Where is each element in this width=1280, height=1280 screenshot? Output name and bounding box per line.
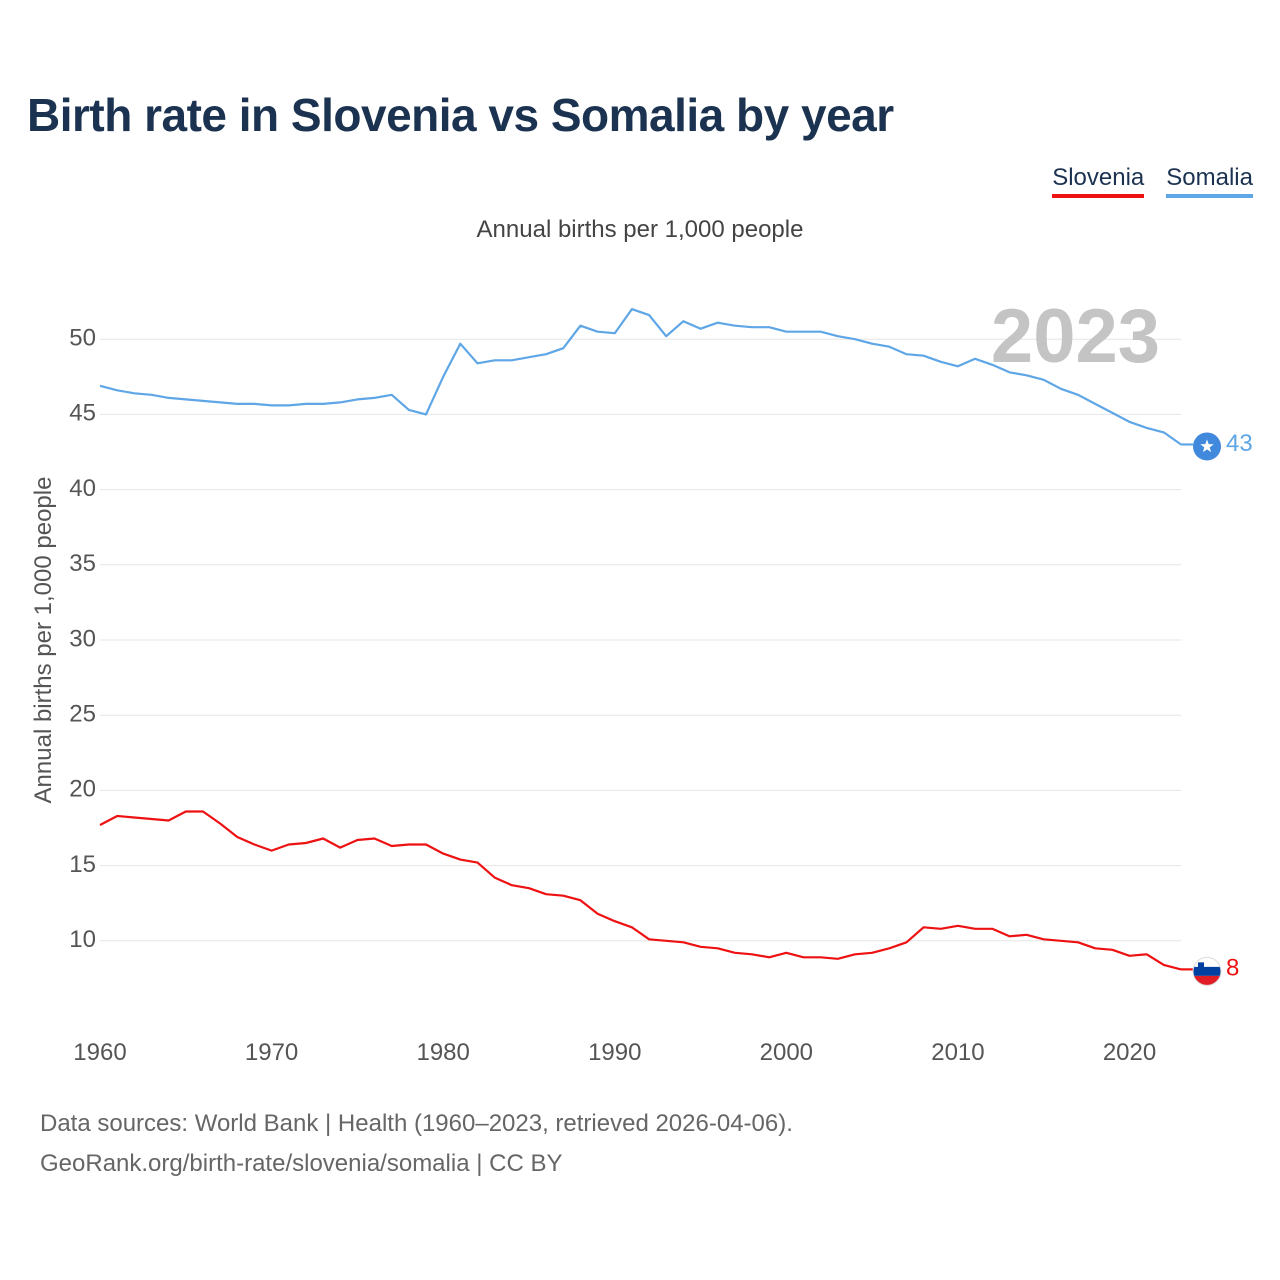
slovenia-flag-icon <box>1192 956 1222 986</box>
y-tick-label: 15 <box>69 851 96 878</box>
y-tick-label: 10 <box>69 926 96 953</box>
somalia-flag-icon <box>1193 432 1221 461</box>
footer: Data sources: World Bank | Health (1960–… <box>40 1104 793 1184</box>
y-tick-label: 45 <box>69 400 96 427</box>
gridlines <box>100 338 1181 942</box>
x-tick-label: 2020 <box>1103 1039 1156 1066</box>
x-tick-label: 1990 <box>588 1039 641 1066</box>
y-tick-label: 25 <box>69 701 96 728</box>
y-tick-label: 40 <box>69 475 96 502</box>
series-line-somalia <box>99 308 1182 446</box>
y-axis-label: Annual births per 1,000 people <box>30 477 57 804</box>
x-tick-label: 1980 <box>416 1039 469 1066</box>
x-tick-label: 2010 <box>931 1039 984 1066</box>
y-tick-label: 50 <box>69 325 96 352</box>
source-link[interactable]: GeoRank.org/birth-rate/slovenia/somalia … <box>40 1150 563 1177</box>
x-tick-label: 2000 <box>760 1039 813 1066</box>
series-line-slovenia <box>99 810 1182 971</box>
legend-item-slovenia[interactable]: Slovenia <box>1052 164 1145 198</box>
y-tick-label: 20 <box>69 776 96 803</box>
data-source-note: Data sources: World Bank | Health (1960–… <box>40 1110 793 1137</box>
end-value-label-somalia: 43 <box>1226 430 1253 457</box>
legend: Slovenia Somalia <box>1052 164 1253 198</box>
chart-title: Birth rate in Slovenia vs Somalia by yea… <box>27 89 894 141</box>
x-axis-ticks: 1960 1970 1980 1990 2000 2010 2020 <box>73 1039 1156 1066</box>
y-axis-ticks: 10 15 20 25 30 35 40 45 50 <box>69 325 96 954</box>
x-tick-label: 1970 <box>245 1039 298 1066</box>
x-tick-label: 1960 <box>73 1039 126 1066</box>
y-tick-label: 30 <box>69 625 96 652</box>
end-value-label-slovenia: 8 <box>1226 955 1239 982</box>
legend-item-somalia[interactable]: Somalia <box>1166 164 1253 198</box>
y-tick-label: 35 <box>69 550 96 577</box>
series-lines <box>99 308 1193 971</box>
year-watermark: 2023 <box>991 294 1160 379</box>
chart-subtitle: Annual births per 1,000 people <box>476 216 804 243</box>
